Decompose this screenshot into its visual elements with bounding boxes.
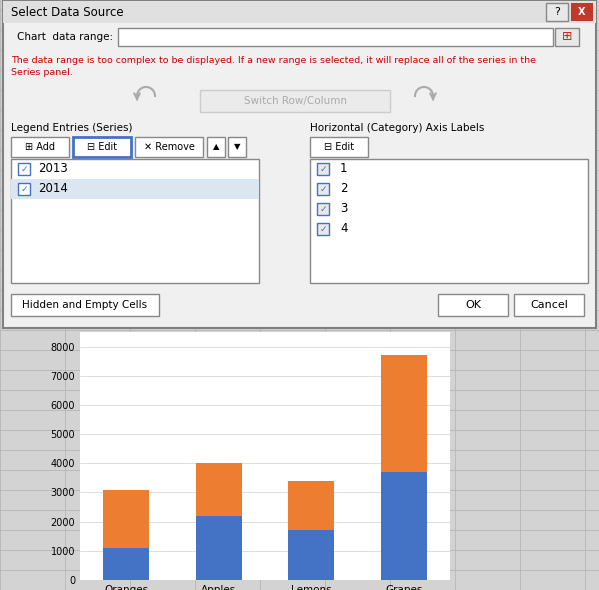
Text: ▲: ▲ — [213, 143, 219, 152]
Bar — [3, 1, 596, 328]
Text: ✓: ✓ — [319, 165, 326, 173]
Bar — [317, 183, 329, 195]
Text: ✓: ✓ — [20, 185, 28, 194]
Bar — [11, 179, 259, 199]
Text: 1: 1 — [340, 162, 347, 175]
Bar — [546, 3, 568, 21]
Text: OK: OK — [465, 300, 481, 310]
Text: 3: 3 — [340, 202, 347, 215]
Bar — [11, 159, 259, 283]
Bar — [135, 137, 203, 157]
Text: 2: 2 — [340, 182, 347, 195]
Bar — [380, 472, 427, 580]
Bar — [196, 463, 242, 516]
Text: 4: 4 — [340, 222, 347, 235]
Text: ✓: ✓ — [20, 165, 28, 173]
Text: Chart  data range:: Chart data range: — [17, 32, 113, 42]
Bar — [196, 516, 242, 580]
Bar — [310, 137, 368, 157]
Bar — [73, 137, 131, 157]
Bar — [103, 548, 149, 580]
Bar — [18, 183, 30, 195]
Text: The data range is too complex to be displayed. If a new range is selected, it wi: The data range is too complex to be disp… — [11, 56, 536, 65]
Text: ✓: ✓ — [319, 205, 326, 214]
Bar — [380, 355, 427, 472]
Text: Switch Row/Column: Switch Row/Column — [244, 96, 346, 106]
Text: 2014: 2014 — [38, 182, 68, 195]
Bar — [3, 1, 596, 23]
Bar — [11, 294, 159, 316]
Text: Cancel: Cancel — [530, 300, 568, 310]
Text: ▼: ▼ — [234, 143, 240, 152]
Bar — [288, 481, 334, 530]
Bar — [514, 294, 584, 316]
Text: Series panel.: Series panel. — [11, 68, 72, 77]
Text: Hidden and Empty Cells: Hidden and Empty Cells — [22, 300, 147, 310]
Text: ✓: ✓ — [319, 225, 326, 234]
Bar — [317, 163, 329, 175]
Text: 2013: 2013 — [38, 162, 68, 175]
Text: Select Data Source: Select Data Source — [11, 5, 123, 18]
Text: ⊞: ⊞ — [562, 31, 572, 44]
Bar — [288, 530, 334, 580]
Bar — [571, 3, 593, 21]
Text: X: X — [578, 7, 586, 17]
Bar — [310, 159, 588, 283]
Bar — [118, 28, 553, 46]
Text: ?: ? — [554, 7, 560, 17]
Bar — [200, 90, 390, 112]
Bar — [317, 203, 329, 215]
Bar — [438, 294, 508, 316]
Text: ✓: ✓ — [319, 185, 326, 194]
Bar — [18, 163, 30, 175]
Bar — [555, 28, 579, 46]
Bar — [103, 490, 149, 548]
Bar — [317, 223, 329, 235]
Text: ⊟ Edit: ⊟ Edit — [324, 142, 354, 152]
Bar — [207, 137, 225, 157]
Bar — [228, 137, 246, 157]
Text: Legend Entries (Series): Legend Entries (Series) — [11, 123, 132, 133]
Bar — [11, 137, 69, 157]
Text: ⊞ Add: ⊞ Add — [25, 142, 55, 152]
Text: ⊟ Edit: ⊟ Edit — [87, 142, 117, 152]
Text: ✕ Remove: ✕ Remove — [144, 142, 195, 152]
Text: Horizontal (Category) Axis Labels: Horizontal (Category) Axis Labels — [310, 123, 485, 133]
